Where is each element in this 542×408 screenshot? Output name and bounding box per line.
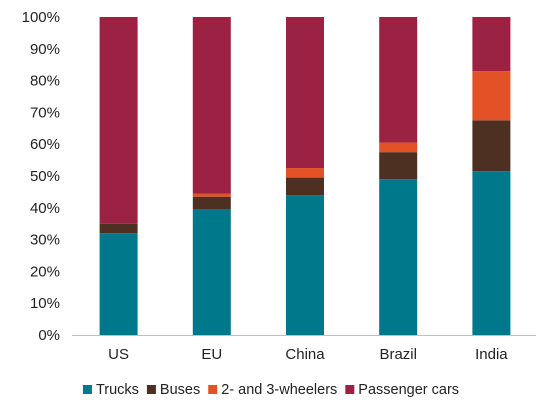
legend-item: Buses bbox=[146, 382, 200, 398]
legend-item: Passenger cars bbox=[345, 382, 459, 398]
x-category-label: US bbox=[108, 346, 129, 363]
bar-segment-buses-india bbox=[472, 120, 511, 172]
bar-segment-trucks-us bbox=[99, 233, 138, 335]
bar-segment-2-and-3-wheelers-brazil bbox=[379, 142, 418, 153]
bar-segment-passenger-cars-china bbox=[286, 17, 324, 169]
legend-swatch bbox=[208, 385, 218, 394]
x-axis-labels: US EU China Brazil India bbox=[108, 346, 508, 363]
bar-segment-passenger-cars-eu bbox=[192, 17, 231, 194]
y-tick-label: 40% bbox=[30, 200, 60, 217]
bar-segment-2-and-3-wheelers-china bbox=[286, 168, 324, 178]
legend-label: 2- and 3-wheelers bbox=[221, 382, 337, 398]
bar-segment-passenger-cars-india bbox=[472, 17, 511, 72]
bar-segment-trucks-india bbox=[472, 171, 511, 335]
bar-segment-2-and-3-wheelers-eu bbox=[192, 193, 231, 197]
legend-label: Trucks bbox=[96, 382, 139, 398]
bar-segment-passenger-cars-brazil bbox=[379, 17, 418, 143]
bar-segment-trucks-brazil bbox=[379, 179, 418, 335]
legend-swatch bbox=[146, 385, 156, 394]
legend-item: 2- and 3-wheelers bbox=[208, 382, 337, 398]
x-category-label: India bbox=[475, 346, 508, 363]
legend-label: Buses bbox=[160, 382, 200, 398]
bar-segment-buses-us bbox=[99, 223, 138, 234]
y-tick-label: 70% bbox=[30, 104, 60, 121]
y-tick-label: 50% bbox=[30, 168, 60, 185]
y-tick-label: 0% bbox=[38, 327, 60, 344]
y-axis-ticks: 0% 10% 20% 30% 40% 50% 60% 70% 80% 90% 100% bbox=[22, 9, 60, 344]
bar-segment-buses-eu bbox=[192, 196, 231, 210]
bar-segment-trucks-eu bbox=[192, 209, 231, 335]
y-tick-label: 100% bbox=[22, 9, 60, 26]
legend-item: Trucks bbox=[82, 382, 139, 398]
y-tick-label: 30% bbox=[30, 232, 60, 249]
bar-segment-trucks-china bbox=[286, 195, 324, 335]
y-tick-label: 20% bbox=[30, 263, 60, 280]
y-tick-label: 80% bbox=[30, 73, 60, 90]
legend: Trucks Buses 2- and 3-wheelers Passenger ca… bbox=[82, 382, 459, 398]
bar-segment-2-and-3-wheelers-india bbox=[472, 71, 511, 121]
y-tick-label: 60% bbox=[30, 136, 60, 153]
bar-segment-buses-china bbox=[286, 177, 324, 196]
bars bbox=[99, 17, 511, 335]
y-tick-label: 90% bbox=[30, 41, 60, 58]
x-category-label: China bbox=[285, 346, 325, 363]
legend-swatch bbox=[345, 385, 355, 394]
bar-segment-buses-brazil bbox=[379, 152, 418, 180]
bar-segment-passenger-cars-us bbox=[99, 17, 138, 224]
x-category-label: EU bbox=[201, 346, 222, 363]
legend-label: Passenger cars bbox=[358, 382, 459, 398]
y-tick-label: 10% bbox=[30, 295, 60, 312]
legend-swatch bbox=[82, 385, 92, 394]
x-category-label: Brazil bbox=[379, 346, 417, 363]
